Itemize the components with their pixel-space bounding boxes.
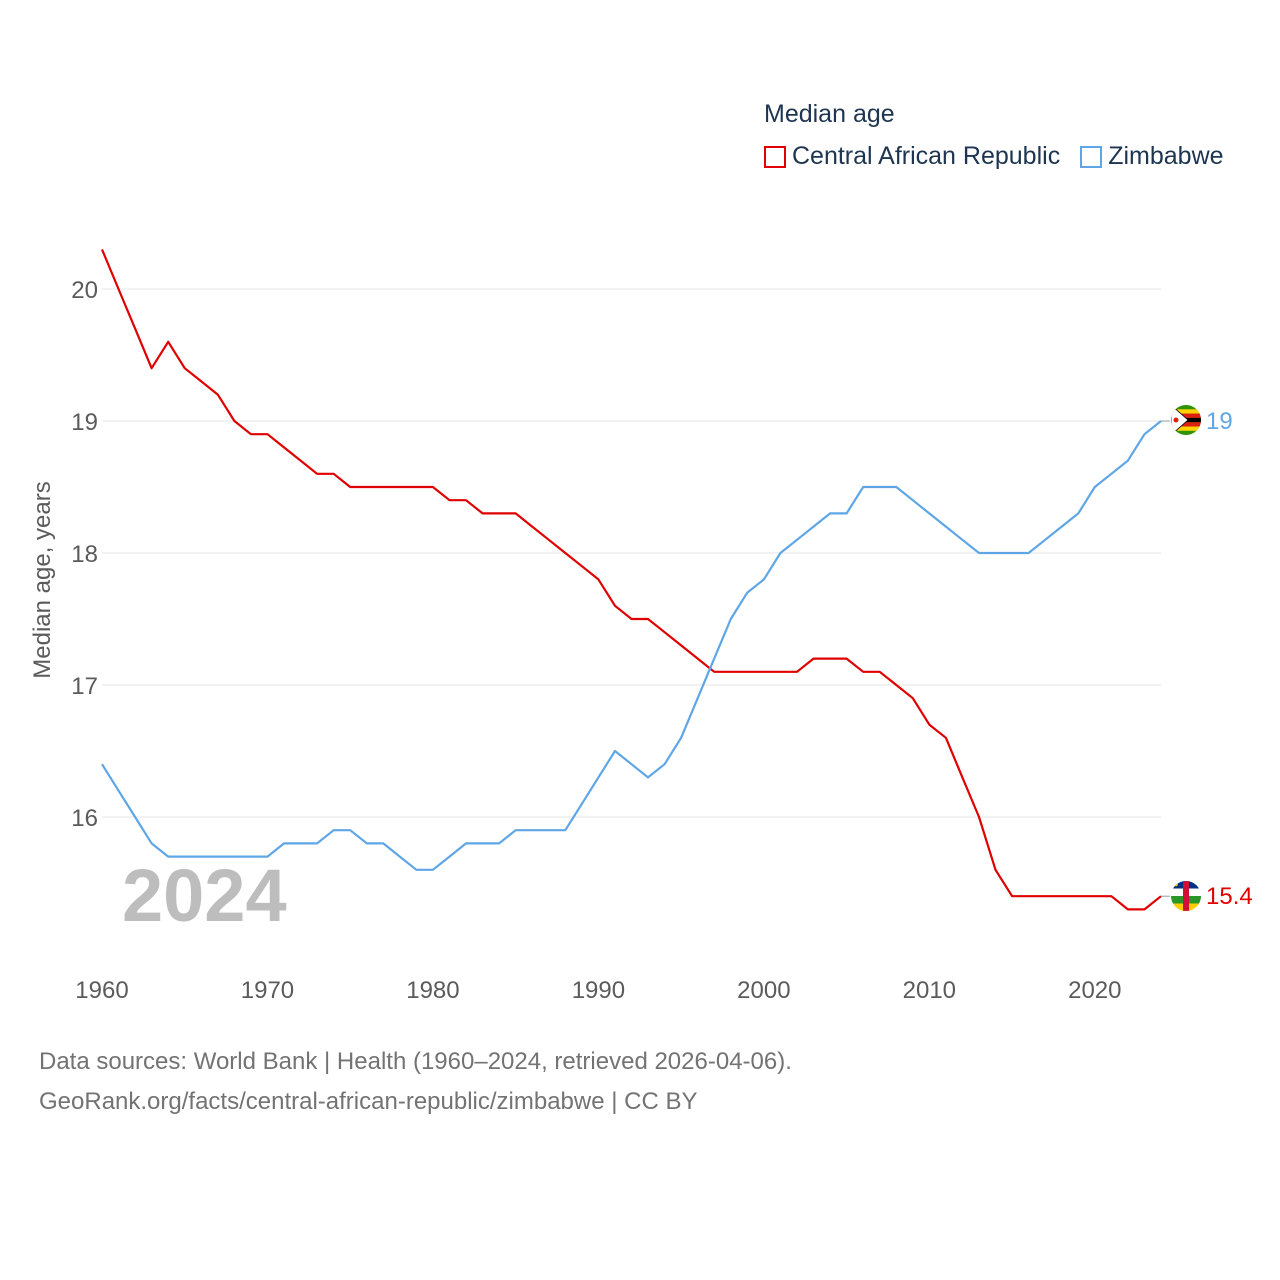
y-tick-label: 20 xyxy=(71,277,98,304)
x-tick-label: 1960 xyxy=(75,977,128,1004)
year-watermark: 2024 xyxy=(122,854,287,937)
legend-swatch-zimbabwe xyxy=(1080,145,1103,168)
source-note: Data sources: World Bank | Health (1960–… xyxy=(39,1042,792,1122)
series-line-zimbabwe[interactable] xyxy=(101,420,1162,871)
end-label-zimbabwe: 19 xyxy=(1206,408,1233,435)
end-labels: 15.4 19 xyxy=(1206,408,1253,910)
legend: Central African Republic Zimbabwe xyxy=(764,142,1244,171)
zimbabwe-flag-icon xyxy=(1171,405,1201,435)
legend-title: Median age xyxy=(764,100,895,128)
x-tick-label: 1980 xyxy=(406,977,459,1004)
x-tick-label: 2000 xyxy=(737,977,790,1004)
source-line-1: Data sources: World Bank | Health (1960–… xyxy=(39,1048,792,1075)
y-tick-label: 18 xyxy=(71,541,98,568)
y-axis-ticks: 16 17 18 19 20 xyxy=(71,277,98,832)
legend-item-zimbabwe[interactable]: Zimbabwe xyxy=(1080,142,1224,171)
x-tick-label: 2020 xyxy=(1068,977,1121,1004)
legend-swatch-car xyxy=(764,145,786,168)
x-tick-label: 1970 xyxy=(241,977,294,1004)
legend-label-car: Central African Republic xyxy=(792,142,1061,170)
legend-item-car[interactable]: Central African Republic xyxy=(764,142,1060,171)
y-tick-label: 16 xyxy=(71,805,98,832)
x-tick-label: 2010 xyxy=(903,977,956,1004)
end-label-central-african-republic: 15.4 xyxy=(1206,883,1253,910)
series-lines xyxy=(100,248,1170,911)
legend-label-zimbabwe: Zimbabwe xyxy=(1108,142,1224,170)
y-tick-label: 19 xyxy=(71,409,98,436)
source-line-2[interactable]: GeoRank.org/facts/central-african-republ… xyxy=(39,1088,698,1115)
y-tick-label: 17 xyxy=(71,673,98,700)
y-axis-label: Median age, years xyxy=(29,481,56,678)
central-african-republic-flag-icon xyxy=(1171,881,1201,911)
series-line-central-african-republic[interactable] xyxy=(100,248,1162,911)
x-tick-label: 1990 xyxy=(572,977,625,1004)
x-axis-ticks: 1960 1970 1980 1990 2000 2010 2020 xyxy=(75,977,1121,1004)
